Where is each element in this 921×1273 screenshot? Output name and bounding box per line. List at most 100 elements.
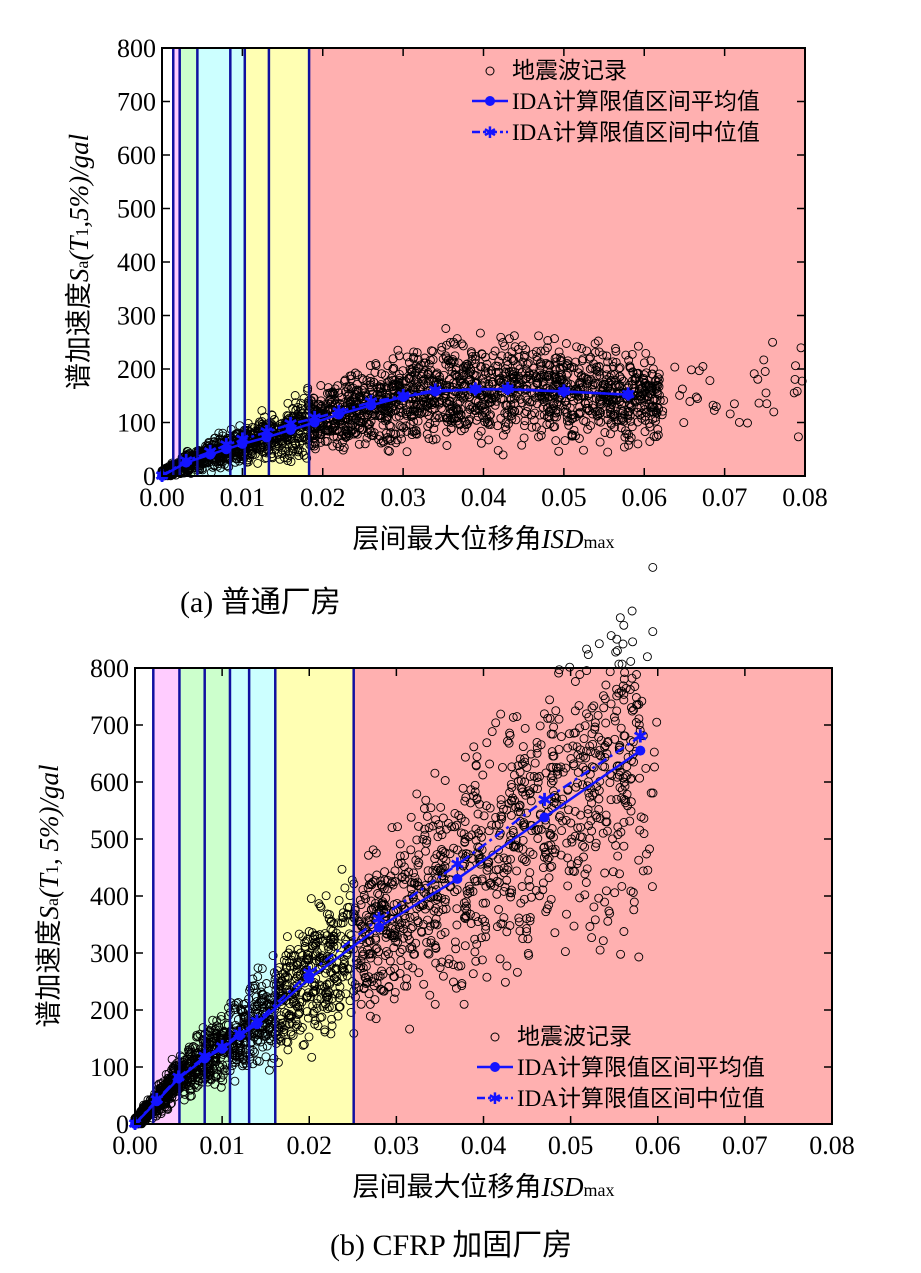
scatter-point <box>612 634 622 644</box>
scatter-point <box>303 385 312 395</box>
median-point: ✱ <box>283 414 298 434</box>
y-tick-label: 700 <box>117 88 156 117</box>
y-label-rest: (T <box>64 235 94 261</box>
scatter-point <box>791 361 800 371</box>
legend-marker-mean <box>485 96 495 106</box>
scatter-point <box>594 639 604 649</box>
scatter-point <box>566 380 576 389</box>
y-tick-label: 400 <box>117 248 156 277</box>
scatter-point <box>476 438 486 448</box>
y-label-italic: S <box>64 268 94 282</box>
median-point: ✱ <box>468 379 483 399</box>
median-point: ✱ <box>307 408 322 428</box>
scatter-point <box>551 405 561 415</box>
scatter-point <box>302 453 312 463</box>
x-label-italic: ISD <box>541 524 584 554</box>
scatter-point <box>498 430 508 440</box>
y-label-tail: ,5%)/gal <box>64 134 94 228</box>
scatter-point <box>793 432 803 442</box>
scatter-point <box>442 441 452 450</box>
median-point: ✱ <box>259 422 274 442</box>
x-tick-label: 0.07 <box>702 483 748 512</box>
median-point: ✱ <box>235 430 250 450</box>
x-tick-label: 0.08 <box>782 483 828 512</box>
median-point: ✱ <box>219 435 234 455</box>
scatter-point <box>659 395 669 405</box>
legend-marker-median: ✱ <box>483 125 496 142</box>
scatter-point <box>648 627 658 637</box>
y-label-sub2: 1 <box>72 228 92 237</box>
x-label-sub: max <box>584 532 615 552</box>
scatter-point <box>481 363 491 373</box>
median-point: ✱ <box>396 386 411 406</box>
median-point: ✱ <box>621 385 636 405</box>
y-tick-label: 500 <box>117 195 156 224</box>
zone-band <box>230 48 245 476</box>
scatter-point <box>383 446 393 455</box>
median-point: ✱ <box>363 392 378 412</box>
scatter-point <box>504 334 514 344</box>
chart-a: ✱✱✱✱✱✱✱✱✱✱✱✱✱✱✱✱0.000.010.020.030.040.05… <box>64 34 828 619</box>
scatter-point <box>269 415 279 424</box>
scatter-point <box>585 364 595 374</box>
scatter-point <box>653 424 663 434</box>
x-tick-label: 0.06 <box>622 483 668 512</box>
scatter-point <box>577 356 587 366</box>
scatter-point <box>790 374 800 384</box>
scatter-point <box>761 388 771 398</box>
y-tick-label: 0 <box>143 462 156 491</box>
y-axis-label: 谱加速度Sa(T1,5%)/gal <box>64 134 94 390</box>
scatter-point <box>648 562 658 572</box>
scatter-point <box>417 369 427 379</box>
scatter-point <box>577 344 587 353</box>
y-tick-label: 800 <box>117 34 156 63</box>
median-point: ✱ <box>556 381 571 401</box>
scatter-point <box>611 647 621 657</box>
x-tick-label: 0.01 <box>220 483 266 512</box>
y-label-main: 谱加速度 <box>64 282 94 390</box>
median-point: ✱ <box>500 379 515 399</box>
scatter-point <box>370 367 380 377</box>
x-label-main: 层间最大位移角 <box>353 524 542 554</box>
legend-label-median: IDA计算限值区间中位值 <box>512 120 760 145</box>
scatter-point <box>627 606 637 616</box>
scatter-point <box>626 656 636 666</box>
y-tick-label: 200 <box>117 355 156 384</box>
y-tick-label: 300 <box>117 302 156 331</box>
median-point: ✱ <box>203 442 218 462</box>
x-tick-label: 0.04 <box>461 483 507 512</box>
scatter-point <box>583 650 593 660</box>
median-point: ✱ <box>331 402 346 422</box>
legend-label-mean: IDA计算限值区间平均值 <box>512 89 760 114</box>
scatter-point <box>582 346 592 356</box>
zone-band <box>153 668 180 1124</box>
scatter-point <box>485 411 494 421</box>
scatter-point <box>760 367 770 376</box>
median-point: ✱ <box>428 380 443 400</box>
scatter-point <box>335 399 345 409</box>
scatter-point <box>375 387 385 397</box>
zone-band <box>244 48 269 476</box>
scatter-point <box>611 344 620 353</box>
scatter-point <box>619 620 629 630</box>
median-point: ✱ <box>179 451 194 471</box>
x-tick-label: 0.05 <box>541 483 587 512</box>
zone-band <box>197 48 231 476</box>
scatter-point <box>615 613 625 623</box>
y-label-sub: a <box>72 261 92 269</box>
scatter-point <box>642 652 652 662</box>
y-tick-label: 100 <box>117 409 156 438</box>
x-tick-label: 0.02 <box>300 483 346 512</box>
scatter-point <box>628 637 638 647</box>
scatter-point <box>603 357 613 367</box>
scatter-point <box>306 396 316 406</box>
zone-band <box>179 48 198 476</box>
scatter-point <box>554 446 564 456</box>
figure-caption: (a) 普通厂房 <box>180 586 341 619</box>
scatter-point <box>626 416 636 426</box>
legend-label-records: 地震波记录 <box>512 58 627 83</box>
scatter-point <box>572 342 582 352</box>
chart-b: ✱✱✱✱✱✱✱✱✱✱✱✱0.000.010.020.030.040.050.06… <box>34 562 855 1262</box>
